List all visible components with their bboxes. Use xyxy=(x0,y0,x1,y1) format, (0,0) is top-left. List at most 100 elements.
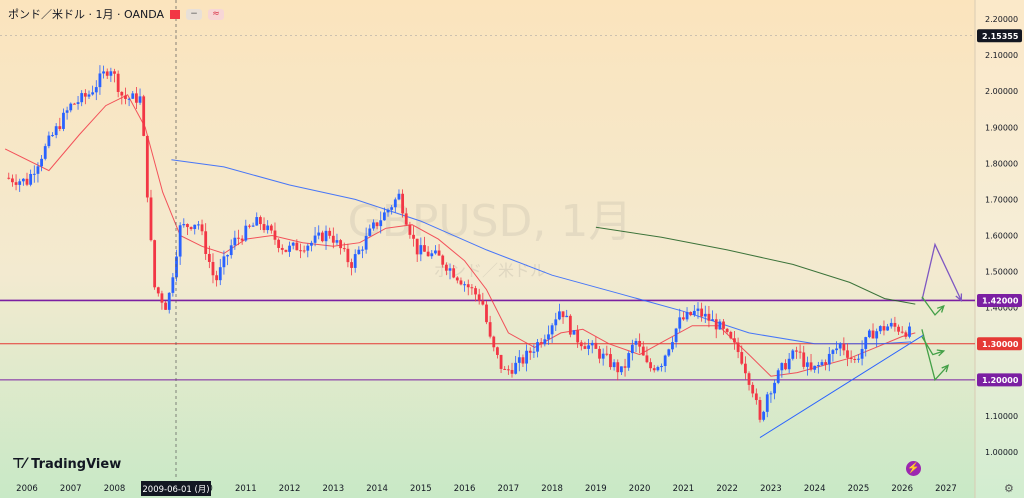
price-label-box xyxy=(977,293,1022,307)
candle-body xyxy=(525,350,528,364)
y-tick-label: 1.50000 xyxy=(985,268,1018,277)
x-tick-label: 2007 xyxy=(59,484,82,494)
candle-body xyxy=(627,353,631,368)
candle-body xyxy=(32,173,36,175)
tradingview-logo[interactable]: ⊤⁄ TradingView xyxy=(12,456,121,472)
candle-body xyxy=(397,193,401,200)
candle-body xyxy=(791,350,795,359)
x-tick-label: 2024 xyxy=(803,484,826,494)
candle-body xyxy=(590,342,594,346)
x-tick-label: 2019 xyxy=(585,484,607,494)
x-tick-label: 2023 xyxy=(760,484,782,494)
candle-body xyxy=(36,166,40,174)
candle-body xyxy=(707,313,711,321)
candle-body xyxy=(62,112,65,129)
candle-body xyxy=(729,331,733,339)
x-tick-label: 2016 xyxy=(453,484,476,494)
candle-body xyxy=(98,73,102,88)
candle-body xyxy=(444,264,448,271)
x-tick-label: 2013 xyxy=(322,484,345,494)
candle-body xyxy=(357,249,361,255)
red-flag-icon[interactable] xyxy=(170,9,180,19)
candle-body xyxy=(266,225,270,231)
y-tick-label: 1.40000 xyxy=(985,304,1018,313)
candle-body xyxy=(29,173,33,185)
candle-body xyxy=(558,311,561,320)
candle-body xyxy=(164,302,167,310)
y-tick-label: 1.70000 xyxy=(985,195,1018,204)
candle-body xyxy=(900,331,904,333)
candle-body xyxy=(251,225,255,227)
candle-body xyxy=(255,217,259,226)
lightning-icon[interactable]: ⚡ xyxy=(906,461,921,476)
candle-body xyxy=(54,126,58,136)
gear-icon[interactable]: ⚙ xyxy=(1004,483,1014,495)
candle-body xyxy=(824,362,828,365)
candle-body xyxy=(415,238,419,255)
projection-arrow-head xyxy=(936,349,946,357)
candle-body xyxy=(91,92,95,95)
candle-body xyxy=(408,224,412,235)
candle-body xyxy=(656,367,660,371)
candle-body xyxy=(207,253,211,262)
candle-body xyxy=(878,326,882,332)
candle-body xyxy=(102,71,105,74)
candle-body xyxy=(361,249,364,251)
candle-body xyxy=(306,245,310,251)
candle-body xyxy=(703,313,707,317)
minus-icon[interactable]: − xyxy=(186,8,202,20)
x-tick-label: 2018 xyxy=(541,484,563,494)
candle-body xyxy=(671,342,674,350)
candle-body xyxy=(47,135,51,147)
candle-body xyxy=(113,71,116,74)
candle-body xyxy=(295,242,299,251)
candle-body xyxy=(364,235,368,250)
candle-body xyxy=(696,308,700,311)
candle-body xyxy=(178,225,182,257)
price-label-box xyxy=(977,373,1022,387)
candle-body xyxy=(528,350,532,353)
candle-body xyxy=(867,330,871,338)
candle-body xyxy=(492,336,496,348)
approx-icon[interactable]: ≈ xyxy=(208,8,224,20)
x-tick-label: 2008 xyxy=(103,484,126,494)
candle-body xyxy=(908,326,911,337)
candle-body xyxy=(277,239,281,248)
candle-body xyxy=(871,330,875,339)
candle-body xyxy=(506,369,510,371)
candle-body xyxy=(554,319,558,326)
candle-body xyxy=(795,350,798,352)
candle-body xyxy=(521,357,525,364)
candle-body xyxy=(886,326,890,331)
candle-body xyxy=(802,352,806,367)
candle-body xyxy=(660,365,663,368)
candle-body xyxy=(572,330,576,335)
candle-body xyxy=(156,287,160,294)
projection-arrow xyxy=(921,296,945,316)
candle-body xyxy=(390,207,394,210)
candle-body xyxy=(674,328,678,343)
candle-body xyxy=(685,311,689,320)
candle-body xyxy=(740,352,744,364)
candle-body xyxy=(372,222,375,229)
candle-body xyxy=(474,288,477,295)
candle-body xyxy=(470,287,474,289)
candle-body xyxy=(186,224,189,228)
candle-body xyxy=(105,71,109,76)
candle-body xyxy=(229,245,233,256)
candle-body xyxy=(434,250,437,254)
candle-body xyxy=(43,146,47,159)
watermark-title: GBPUSD, 1月 xyxy=(348,196,633,247)
candle-body xyxy=(393,199,397,208)
candle-body xyxy=(40,158,43,167)
candle-body xyxy=(780,363,784,371)
candle-body xyxy=(893,322,897,327)
symbol-title[interactable]: ポンド／米ドル · 1月 · OANDA xyxy=(8,8,164,21)
candle-body xyxy=(149,197,153,241)
candle-body xyxy=(682,317,685,320)
candle-body xyxy=(616,362,620,373)
candle-body xyxy=(437,250,441,256)
candle-body xyxy=(550,325,554,335)
